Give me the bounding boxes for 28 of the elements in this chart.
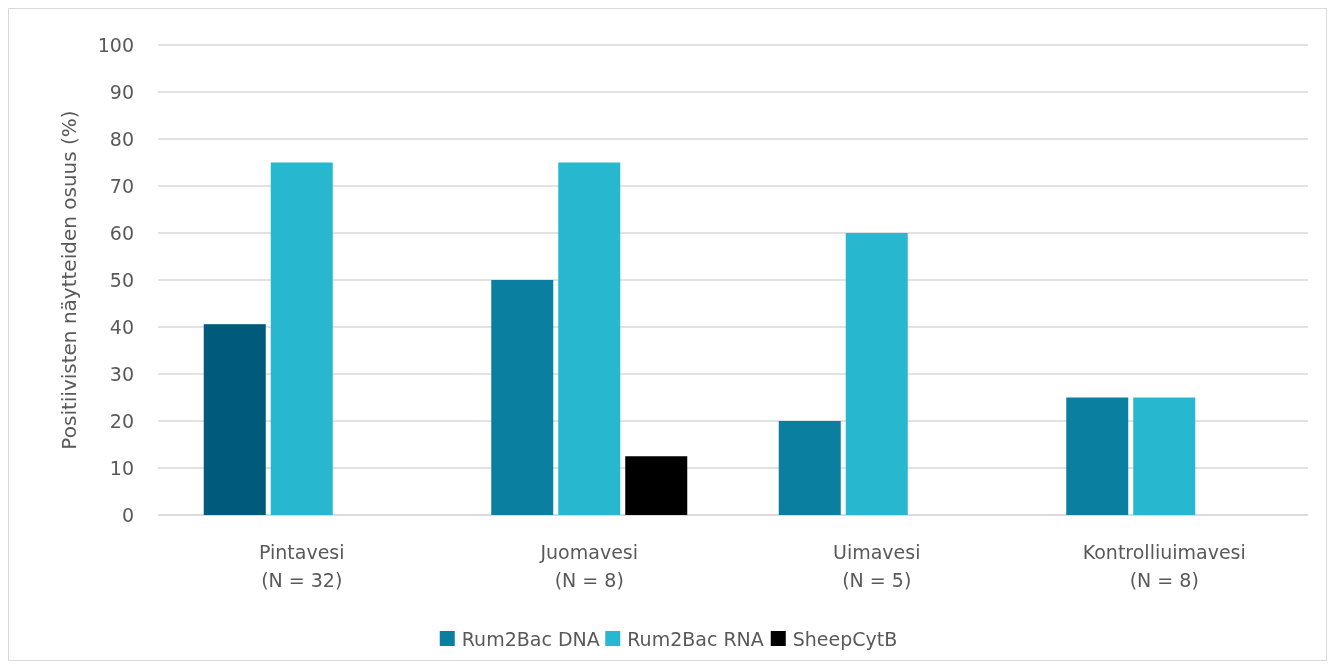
bar bbox=[558, 162, 621, 515]
y-tick-label: 0 bbox=[121, 503, 134, 526]
y-tick-label: 60 bbox=[109, 221, 134, 244]
legend-label: SheepCytB bbox=[792, 627, 898, 650]
bar bbox=[845, 233, 908, 515]
y-axis-title: Positiivisten näytteiden osuus (%) bbox=[57, 110, 81, 450]
y-tick-label: 30 bbox=[109, 362, 134, 385]
bar bbox=[1066, 397, 1129, 515]
y-tick-label: 40 bbox=[109, 315, 134, 338]
bar bbox=[491, 280, 554, 515]
y-tick-label: 90 bbox=[109, 80, 134, 103]
bar bbox=[778, 421, 841, 515]
y-tick-label: 80 bbox=[109, 127, 134, 150]
legend-label: Rum2Bac DNA bbox=[461, 627, 600, 650]
bar bbox=[625, 456, 688, 515]
x-tick-label: Juomavesi (N = 8) bbox=[539, 541, 639, 591]
bar bbox=[203, 324, 266, 515]
y-tick-label: 20 bbox=[109, 409, 134, 432]
y-tick-label: 10 bbox=[109, 456, 134, 479]
bar bbox=[1133, 397, 1196, 515]
legend-label: Rum2Bac RNA bbox=[627, 627, 764, 650]
y-tick-label: 100 bbox=[97, 33, 134, 56]
y-tick-label: 50 bbox=[109, 268, 134, 291]
bar bbox=[270, 162, 333, 515]
x-tick-label: Kontrolliuimavesi (N = 8) bbox=[1082, 541, 1246, 591]
x-tick-label: Pintavesi (N = 32) bbox=[258, 541, 345, 591]
x-tick-label: Uimavesi (N = 5) bbox=[833, 541, 921, 591]
y-tick-label: 70 bbox=[109, 174, 134, 197]
